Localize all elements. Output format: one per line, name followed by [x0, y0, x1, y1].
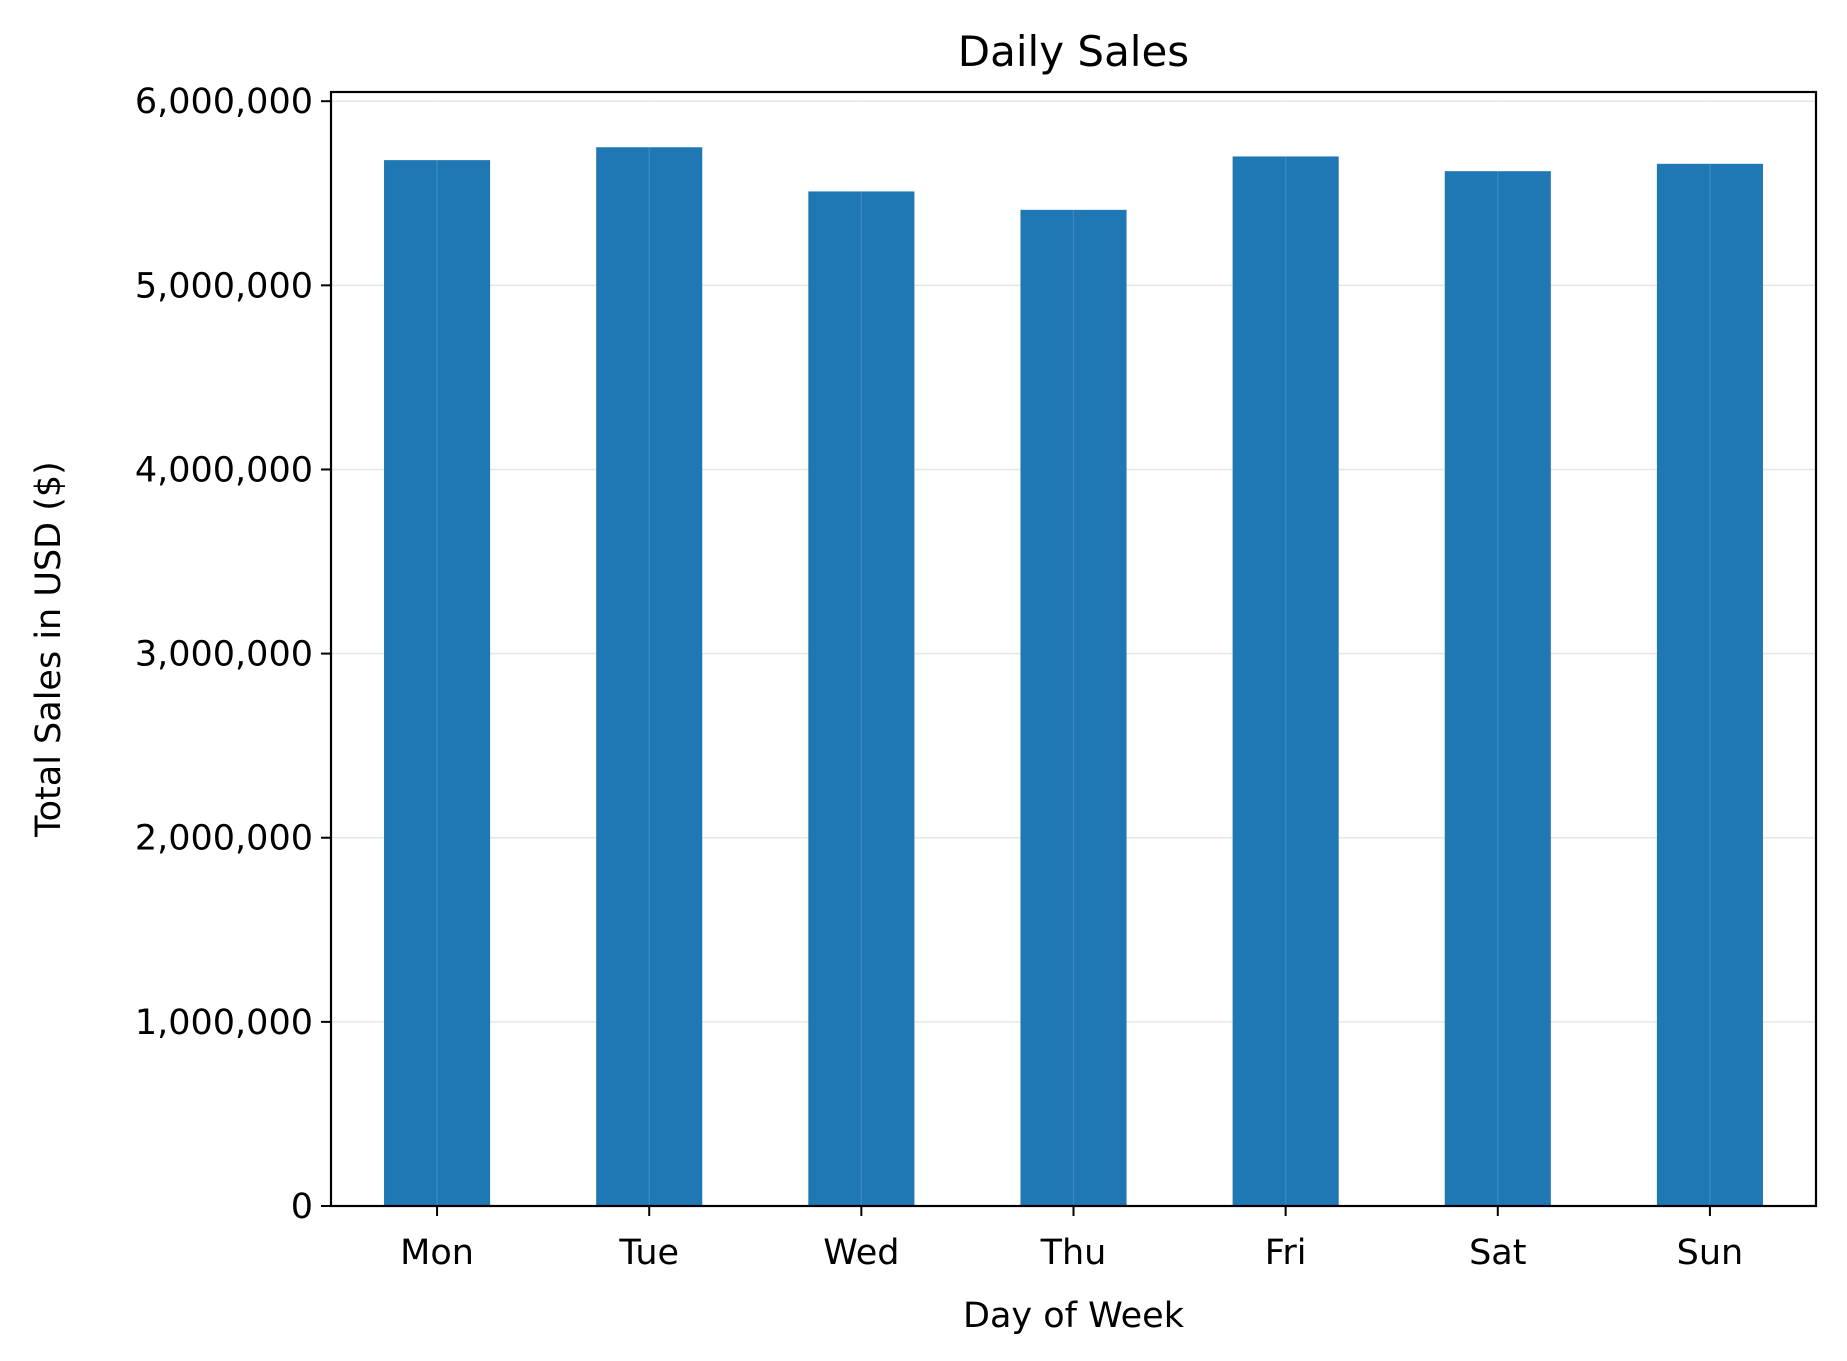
x-tick-label: Fri — [1265, 1233, 1307, 1273]
chart-title: Daily Sales — [958, 27, 1189, 76]
bars — [384, 147, 1763, 1207]
bar-tue — [596, 147, 703, 1207]
x-tick-label: Wed — [823, 1233, 899, 1273]
plot-frame — [329, 90, 1818, 1208]
bar-sun — [1656, 163, 1763, 1207]
y-axis-label: Total Sales in USD ($) — [29, 461, 69, 838]
x-tick-label: Sun — [1677, 1233, 1744, 1273]
x-tick-label: Tue — [618, 1233, 679, 1273]
x-tick-label: Mon — [400, 1233, 474, 1273]
axis-ticks: 0 1,000,000 2,000,000 3,000,000 4,000,000 5,0… — [135, 82, 1743, 1273]
y-tick-label: 4,000,000 — [135, 450, 313, 490]
bar-fri — [1232, 156, 1339, 1206]
bar-wed — [808, 191, 915, 1207]
y-tick-label: 3,000,000 — [135, 635, 313, 675]
x-tick-label: Thu — [1040, 1233, 1107, 1273]
bar-sat — [1444, 171, 1551, 1206]
y-tick-label: 0 — [291, 1187, 313, 1227]
x-tick-label: Sat — [1469, 1233, 1526, 1273]
grid-vertical — [436, 92, 1711, 1206]
y-tick-label: 2,000,000 — [135, 819, 313, 859]
bar-mon — [384, 160, 491, 1207]
y-tick-label: 6,000,000 — [135, 82, 313, 122]
bar-thu — [1020, 209, 1127, 1207]
y-tick-label: 1,000,000 — [135, 1003, 313, 1043]
x-axis-label: Day of Week — [963, 1296, 1185, 1336]
y-tick-label: 5,000,000 — [135, 266, 313, 306]
